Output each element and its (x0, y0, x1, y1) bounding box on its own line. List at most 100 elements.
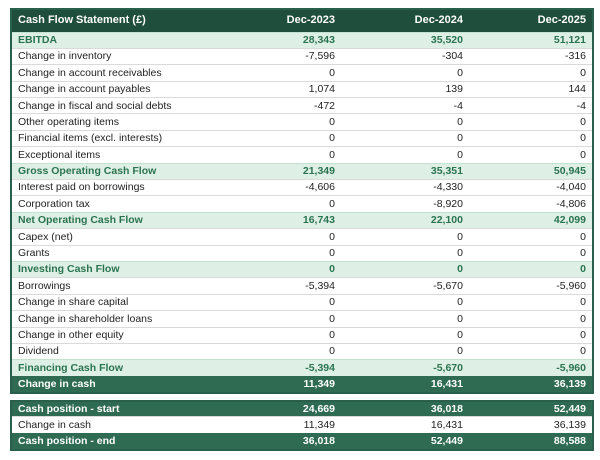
cell-value: -8,920 (341, 195, 469, 213)
cell-value: 22,100 (341, 211, 469, 229)
row-label: Corporation tax (11, 195, 231, 213)
cell-value: 16,743 (231, 211, 341, 229)
cell-value: -4 (469, 97, 593, 114)
row-label: Change in inventory (11, 47, 231, 65)
cell-value: 0 (231, 64, 341, 82)
header-row: Cash Flow Statement (£) Dec-2023 Dec-202… (11, 9, 593, 32)
table-row: Gross Operating Cash Flow 21,349 35,351 50,… (11, 162, 593, 180)
row-label: Interest paid on borrowings (11, 179, 231, 196)
cell-value: 0 (231, 310, 341, 328)
row-label: Borrowings (11, 277, 231, 295)
cell-value: 0 (469, 293, 593, 311)
cell-value: 0 (231, 342, 341, 360)
table-title: Cash Flow Statement (£) (11, 9, 231, 32)
row-label: Investing Cash Flow (11, 260, 231, 278)
table-row: Interest paid on borrowings -4,606 -4,330-… (11, 179, 593, 196)
column-header-dec-2024: Dec-2024 (341, 9, 469, 32)
column-header-dec-2025: Dec-2025 (469, 9, 593, 32)
cell-value: -4 (341, 97, 469, 114)
cell-value: -5,960 (469, 277, 593, 295)
cell-value: 0 (469, 244, 593, 262)
cell-value: 88,588 (469, 432, 593, 450)
table-row: Borrowings -5,394 -5,670 -5,960 (11, 277, 593, 295)
table-row: Change in cash 11,349 16,431 36,139 (11, 375, 593, 393)
cell-value: -4,806 (469, 195, 593, 213)
cell-value: 50,945 (469, 162, 593, 180)
cell-value: -5,670 (341, 359, 469, 377)
cell-value: -7,596 (231, 47, 341, 65)
table-row: Change in other equity 0 0 0 (11, 326, 593, 344)
row-label: Capex (net) (11, 228, 231, 246)
cell-value: 0 (231, 129, 341, 147)
row-label: Cash position - end (11, 432, 231, 450)
row-label: Change in account payables (11, 80, 231, 98)
cell-value: 0 (469, 228, 593, 246)
cash-flow-main-table: Cash Flow Statement (£) Dec-2023 Dec-202… (10, 8, 594, 394)
cell-value: 51,121 (469, 31, 593, 49)
row-label: Change in cash (11, 416, 231, 434)
row-label: Exceptional items (11, 146, 231, 164)
row-label: Gross Operating Cash Flow (11, 162, 231, 180)
cell-value: 139 (341, 80, 469, 98)
cell-value: -4,330 (341, 179, 469, 196)
cell-value: 21,349 (231, 162, 341, 180)
table-row: Cash position - end 36,018 52,449 88,588 (11, 432, 593, 450)
cell-value: 35,520 (341, 31, 469, 49)
table-row: Change in shareholder loans 0 0 0 (11, 310, 593, 328)
cell-value: -5,960 (469, 359, 593, 377)
cell-value: 0 (341, 293, 469, 311)
cell-value: 0 (231, 146, 341, 164)
cell-value: 0 (231, 228, 341, 246)
table-row: Change in account receivables 0 0 0 (11, 64, 593, 82)
row-label: Dividend (11, 342, 231, 360)
cell-value: 28,343 (231, 31, 341, 49)
table-row: Dividend 0 0 0 (11, 342, 593, 360)
cell-value: 16,431 (341, 416, 469, 434)
cash-position-summary-table: Cash position - start 24,669 36,018 52,449 C… (10, 399, 594, 451)
cell-value: 0 (231, 326, 341, 344)
cell-value: 0 (469, 64, 593, 82)
row-label: EBITDA (11, 31, 231, 49)
cell-value: 1,074 (231, 80, 341, 98)
column-header-dec-2023: Dec-2023 (231, 9, 341, 32)
cell-value: 0 (231, 113, 341, 131)
cell-value: -316 (469, 47, 593, 65)
cell-value: 11,349 (231, 375, 341, 393)
cell-value: 0 (231, 293, 341, 311)
table-row: Net Operating Cash Flow 16,743 22,100 42,09… (11, 211, 593, 229)
cell-value: -5,394 (231, 277, 341, 295)
cell-value: 35,351 (341, 162, 469, 180)
table-row: Financing Cash Flow -5,394 -5,670 -5,960 (11, 359, 593, 377)
cell-value: 0 (341, 228, 469, 246)
cell-value: 0 (341, 326, 469, 344)
cell-value: -4,040 (469, 179, 593, 196)
table-row: Change in share capital 0 0 0 (11, 293, 593, 311)
row-label: Change in cash (11, 375, 231, 393)
cell-value: -4,606 (231, 179, 341, 196)
cell-value: 0 (341, 260, 469, 278)
cell-value: 36,018 (231, 432, 341, 450)
table-row: Change in inventory -7,596 -304 -316 (11, 47, 593, 65)
row-label: Change in account receivables (11, 64, 231, 82)
cell-value: 0 (341, 129, 469, 147)
table-row: Change in fiscal and social debts -472 -4-… (11, 97, 593, 114)
cell-value: 0 (341, 310, 469, 328)
cell-value: 36,018 (341, 400, 469, 417)
table-row: Exceptional items 0 0 0 (11, 146, 593, 164)
cell-value: -304 (341, 47, 469, 65)
cell-value: 36,139 (469, 375, 593, 393)
cell-value: 11,349 (231, 416, 341, 434)
table-row: Change in cash 11,349 16,431 36,139 (11, 416, 593, 434)
cell-value: -472 (231, 97, 341, 114)
row-label: Net Operating Cash Flow (11, 211, 231, 229)
cell-value: 0 (341, 342, 469, 360)
cell-value: 0 (469, 113, 593, 131)
cell-value: 0 (469, 146, 593, 164)
cell-value: 16,431 (341, 375, 469, 393)
row-label: Change in share capital (11, 293, 231, 311)
table-row: Financial items (excl. interests) 0 0 0 (11, 129, 593, 147)
cell-value: 52,449 (469, 400, 593, 417)
row-label: Change in shareholder loans (11, 310, 231, 328)
cell-value: 0 (341, 113, 469, 131)
